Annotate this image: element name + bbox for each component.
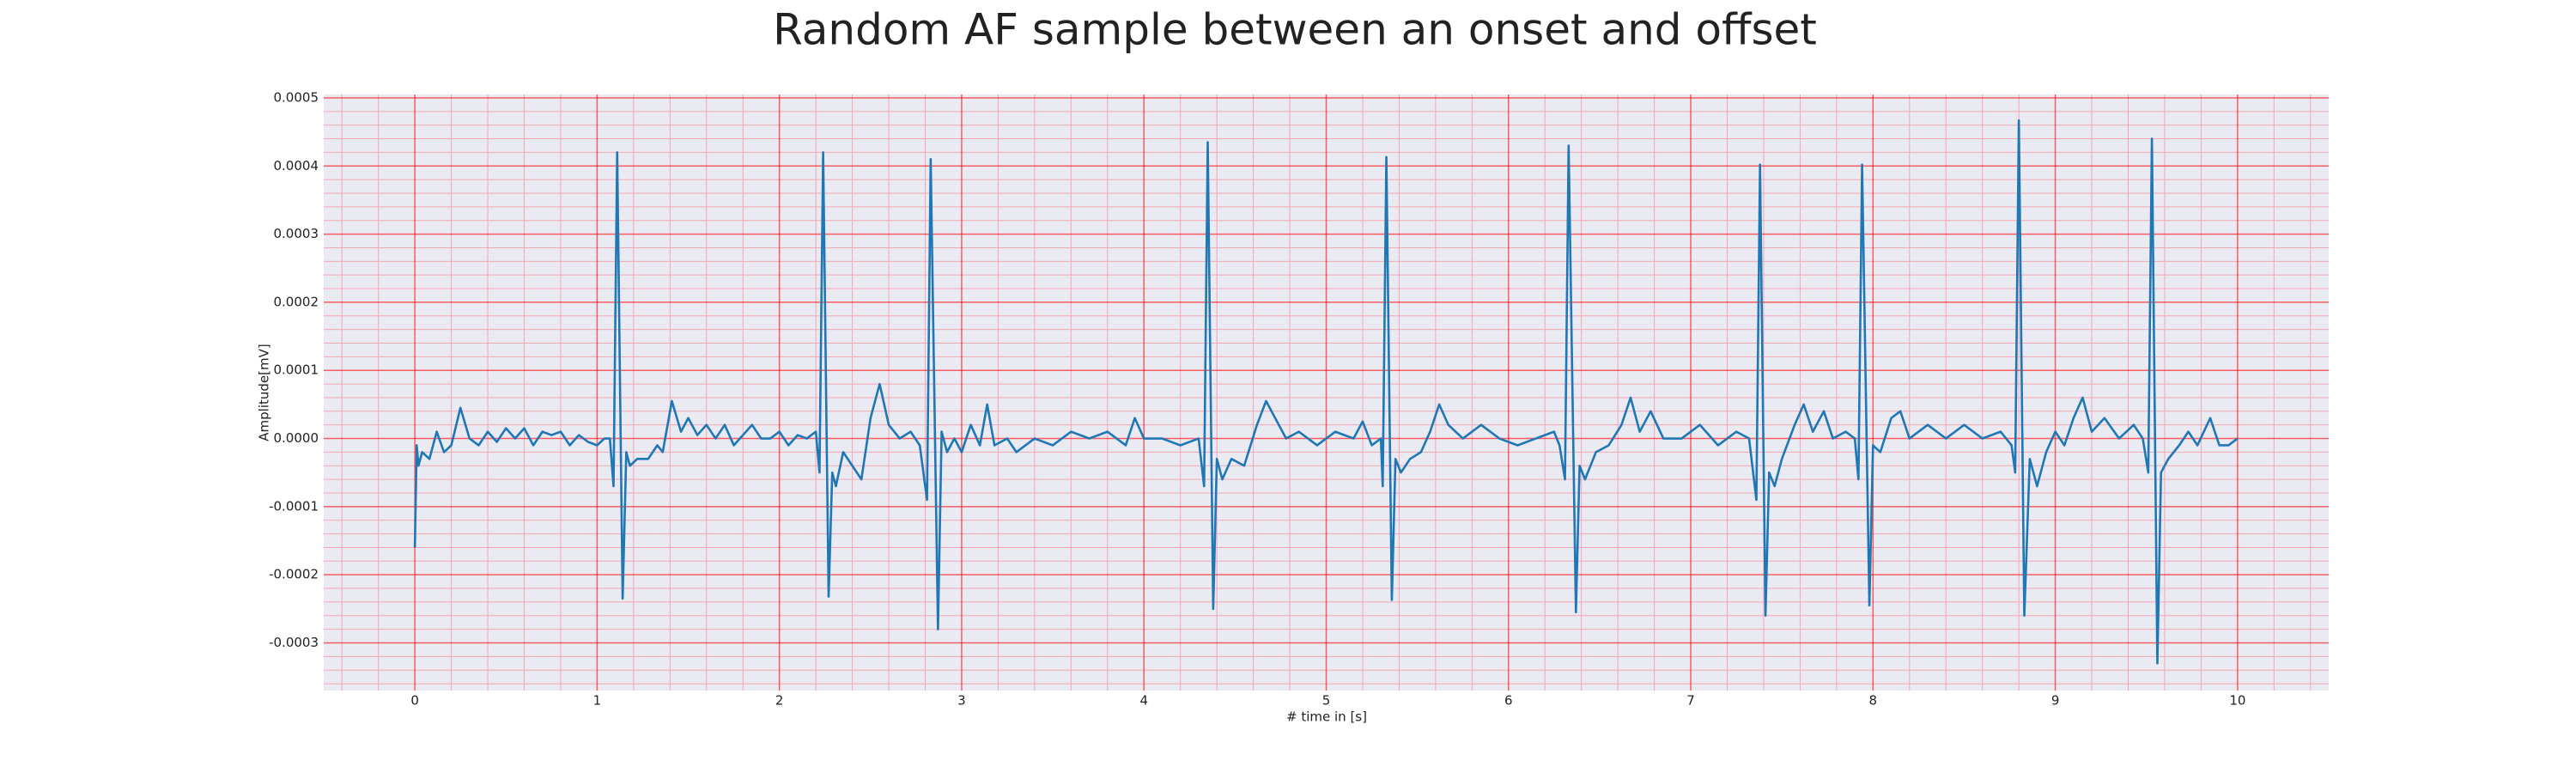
y-tick-label: 0.0005 xyxy=(274,89,319,105)
x-tick-label: 5 xyxy=(1322,693,1331,709)
y-tick-label: -0.0001 xyxy=(269,498,319,514)
y-tick-label: -0.0002 xyxy=(269,567,319,582)
y-tick-label: 0.0004 xyxy=(274,158,319,173)
y-axis-label: Amplitude[mV] xyxy=(257,344,272,441)
x-tick-label: 1 xyxy=(593,693,602,709)
y-tick-label: 0.0003 xyxy=(274,226,319,241)
signal-line xyxy=(413,119,2239,665)
x-tick-label: 10 xyxy=(2229,693,2245,709)
y-tick-label: -0.0003 xyxy=(269,635,319,650)
x-tick-label: 2 xyxy=(775,693,784,709)
x-axis-label: # time in [s] xyxy=(1286,709,1367,725)
x-tick-label: 4 xyxy=(1139,693,1148,709)
y-tick-label: 0.0000 xyxy=(274,430,319,446)
y-tick-label: 0.0002 xyxy=(274,294,319,309)
x-tick-label: 9 xyxy=(2051,693,2060,709)
chart-title: Random AF sample between an onset and of… xyxy=(773,5,1817,55)
y-tick-label: 0.0001 xyxy=(274,362,319,378)
x-tick-label: 0 xyxy=(410,693,419,709)
x-tick-label: 8 xyxy=(1869,693,1878,709)
x-tick-label: 6 xyxy=(1504,693,1513,709)
x-tick-label: 7 xyxy=(1686,693,1695,709)
x-tick-label: 3 xyxy=(957,693,966,709)
